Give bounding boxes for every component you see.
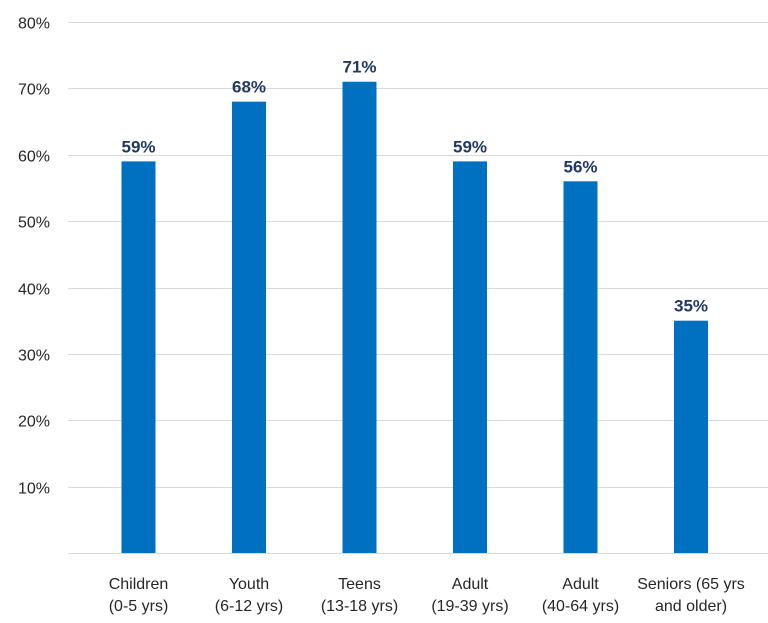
gridlines (68, 22, 768, 554)
bar (453, 161, 487, 553)
y-tick-label: 60% (18, 149, 50, 166)
x-tick-label-line: (19-39 yrs) (431, 598, 508, 615)
y-tick-label: 40% (18, 282, 50, 299)
data-label: 71% (342, 58, 376, 77)
data-labels: 59% 68% 71% 59% 56% 35% (121, 58, 708, 316)
x-tick-label-line: (13-18 yrs) (321, 598, 398, 615)
x-tick-label-line: Youth (229, 576, 269, 593)
y-axis-tick-labels: 10% 20% 30% 40% 50% 60% 70% 80% (18, 16, 50, 498)
x-tick-label-line: (0-5 yrs) (109, 598, 169, 615)
data-label: 56% (563, 157, 597, 176)
x-tick-label-line: and older) (655, 598, 727, 615)
data-label: 59% (453, 137, 487, 156)
bar (342, 81, 377, 554)
bar (674, 320, 708, 553)
bar (563, 181, 598, 554)
bar (232, 101, 266, 554)
x-tick-label-line: Adult (562, 576, 599, 593)
data-label: 68% (232, 78, 266, 97)
y-tick-label: 10% (18, 481, 50, 498)
y-tick-label: 20% (18, 414, 50, 431)
x-tick-label-line: (40-64 yrs) (542, 598, 619, 615)
y-tick-label: 50% (18, 215, 50, 232)
y-tick-label: 70% (18, 82, 50, 99)
data-label: 59% (121, 137, 155, 156)
x-tick-label-line: Children (109, 576, 169, 593)
x-tick-label: Youth (6-12 yrs) (215, 576, 283, 615)
x-tick-label: Adult (40-64 yrs) (542, 576, 619, 615)
x-tick-label-line: (6-12 yrs) (215, 598, 283, 615)
bar (121, 161, 156, 553)
data-label: 35% (674, 297, 708, 316)
x-tick-label: Seniors (65 yrs and older) (637, 576, 745, 615)
x-tick-label: Teens (13-18 yrs) (321, 576, 398, 615)
x-tick-label: Children (0-5 yrs) (109, 576, 169, 615)
bars (121, 81, 708, 554)
x-axis-tick-labels: Children (0-5 yrs) Youth (6-12 yrs) Teens (13… (109, 576, 745, 615)
x-tick-label-line: Seniors (65 yrs (637, 576, 745, 593)
x-tick-label-line: Teens (338, 576, 381, 593)
y-tick-label: 80% (18, 16, 50, 33)
x-tick-label: Adult (19-39 yrs) (431, 576, 508, 615)
y-tick-label: 30% (18, 348, 50, 365)
x-tick-label-line: Adult (452, 576, 489, 593)
